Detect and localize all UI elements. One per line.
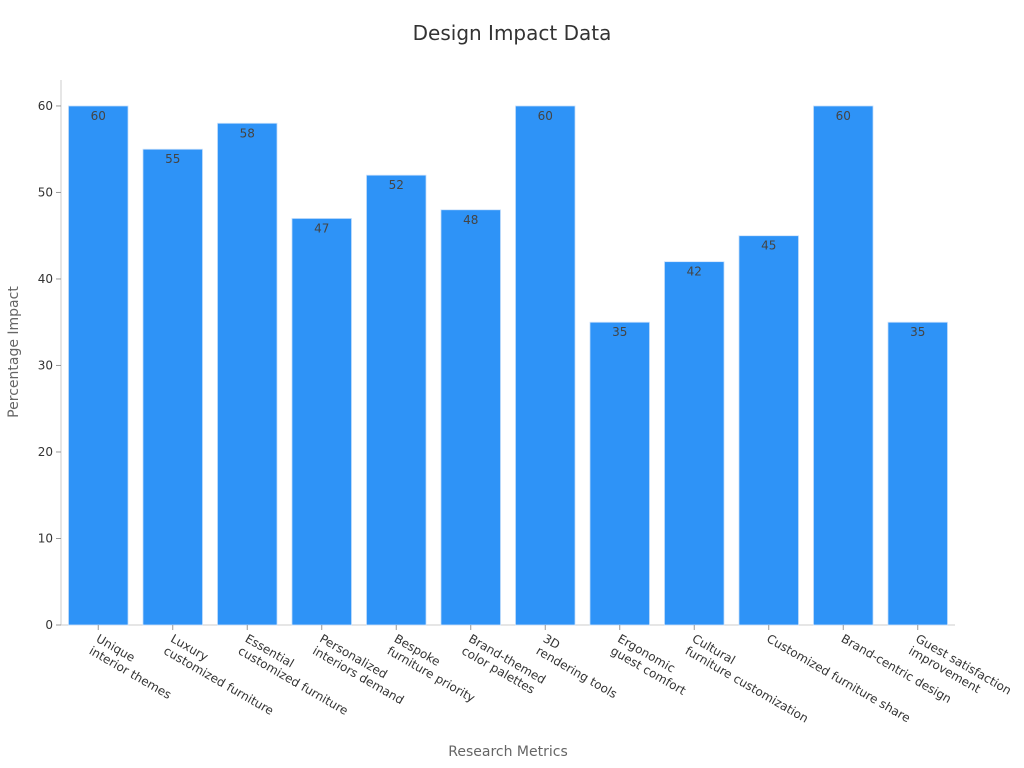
bar — [366, 174, 427, 626]
bar — [440, 209, 501, 626]
bar — [589, 321, 650, 626]
x-tick-label: Guest satisfactionimprovement — [906, 631, 1014, 709]
y-tick-label: 60 — [38, 99, 53, 113]
x-tick-label: Uniqueinterior themes — [87, 631, 181, 701]
bar — [738, 235, 799, 626]
y-tick-label: 0 — [45, 618, 53, 632]
x-tick-label: 3Drendering tools — [534, 631, 627, 701]
value-label: 47 — [314, 221, 329, 235]
value-label: 52 — [389, 178, 404, 192]
chart-title: Design Impact Data — [413, 21, 612, 45]
bar — [887, 321, 948, 626]
bar — [217, 122, 278, 626]
value-label: 35 — [612, 325, 627, 339]
value-label: 58 — [240, 126, 255, 140]
value-label: 60 — [91, 109, 106, 123]
bar — [291, 218, 352, 626]
value-label: 48 — [463, 213, 478, 227]
x-axis-label: Research Metrics — [448, 744, 568, 760]
y-axis-label: Percentage Impact — [6, 286, 22, 418]
value-label: 60 — [836, 109, 851, 123]
value-label: 45 — [761, 239, 776, 253]
bar — [813, 105, 874, 626]
y-tick-label: 10 — [38, 531, 53, 545]
y-tick-label: 30 — [38, 358, 53, 372]
y-tick-label: 50 — [38, 185, 53, 199]
bar — [68, 105, 129, 626]
value-label: 55 — [165, 152, 180, 166]
x-tick-label: Brand-themedcolor palettes — [459, 631, 548, 698]
value-label: 35 — [910, 325, 925, 339]
value-label: 42 — [687, 265, 702, 279]
bar — [142, 148, 203, 626]
y-tick-label: 40 — [38, 272, 53, 286]
bar — [664, 261, 725, 626]
value-label: 60 — [538, 109, 553, 123]
x-tick-label: Ergonomicguest comfort — [608, 631, 695, 698]
y-tick-label: 20 — [38, 445, 53, 459]
bar — [515, 105, 576, 626]
